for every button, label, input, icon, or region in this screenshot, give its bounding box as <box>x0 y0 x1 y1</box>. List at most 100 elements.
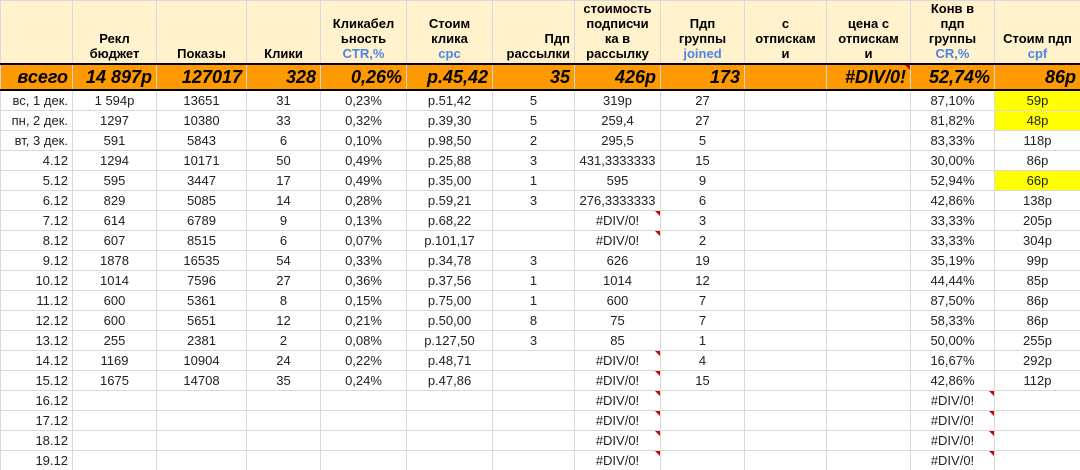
cell-price-with-unsubs[interactable] <box>826 189 911 211</box>
cell-mailing-subs[interactable] <box>492 389 575 411</box>
cell-date[interactable]: 4.12 <box>0 149 73 171</box>
cell-mailing-subs[interactable] <box>492 349 575 371</box>
cell-cpc[interactable]: р.47,86 <box>406 369 493 391</box>
cell-group-subs[interactable]: 12 <box>660 269 745 291</box>
cell-group-conversion[interactable]: #DIV/0! <box>910 389 995 411</box>
cell-group-conversion[interactable]: 42,86% <box>910 369 995 391</box>
cell-mailing-sub-cost[interactable]: 85 <box>574 329 661 351</box>
cell-mailing-subs[interactable] <box>492 449 575 470</box>
cell-date[interactable]: 13.12 <box>0 329 73 351</box>
cell-clicks[interactable] <box>246 449 321 470</box>
cell-clicks[interactable]: 27 <box>246 269 321 291</box>
cell-group-conversion[interactable]: #DIV/0! <box>910 429 995 451</box>
cell-ctr[interactable]: 0,36% <box>320 269 407 291</box>
cell-mailing-sub-cost[interactable]: #DIV/0! <box>574 209 661 231</box>
cell-group-subs[interactable] <box>660 389 745 411</box>
total-mailing-subs[interactable]: 35 <box>492 63 575 91</box>
cell-price-with-unsubs[interactable] <box>826 229 911 251</box>
cell-budget[interactable]: 600 <box>72 309 157 331</box>
cell-mailing-subs[interactable]: 3 <box>492 149 575 171</box>
cell-with-unsubs[interactable] <box>744 129 827 151</box>
cell-mailing-sub-cost[interactable]: 626 <box>574 249 661 271</box>
cell-group-conversion[interactable]: 33,33% <box>910 229 995 251</box>
cell-group-subs[interactable]: 2 <box>660 229 745 251</box>
cell-group-subs[interactable]: 9 <box>660 169 745 191</box>
cell-budget[interactable]: 255 <box>72 329 157 351</box>
cell-date[interactable]: 11.12 <box>0 289 73 311</box>
cell-cpc[interactable]: р.98,50 <box>406 129 493 151</box>
cell-impressions[interactable]: 5361 <box>156 289 247 311</box>
cell-price-with-unsubs[interactable] <box>826 449 911 470</box>
cell-cpc[interactable]: р.25,88 <box>406 149 493 171</box>
cell-impressions[interactable]: 3447 <box>156 169 247 191</box>
cell-with-unsubs[interactable] <box>744 449 827 470</box>
cell-group-conversion[interactable]: 44,44% <box>910 269 995 291</box>
total-clicks[interactable]: 328 <box>246 63 321 91</box>
cell-ctr[interactable]: 0,21% <box>320 309 407 331</box>
cell-clicks[interactable]: 8 <box>246 289 321 311</box>
cell-cpc[interactable]: р.101,17 <box>406 229 493 251</box>
cell-with-unsubs[interactable] <box>744 289 827 311</box>
cell-price-with-unsubs[interactable] <box>826 109 911 131</box>
cell-date[interactable]: 19.12 <box>0 449 73 470</box>
header-impressions[interactable]: Показы <box>156 0 247 65</box>
cell-group-subs[interactable]: 7 <box>660 309 745 331</box>
cell-group-subs[interactable]: 1 <box>660 329 745 351</box>
cell-mailing-subs[interactable] <box>492 429 575 451</box>
cell-date[interactable]: 9.12 <box>0 249 73 271</box>
cell-with-unsubs[interactable] <box>744 169 827 191</box>
cell-date[interactable]: 12.12 <box>0 309 73 331</box>
cell-date[interactable]: 8.12 <box>0 229 73 251</box>
cell-clicks[interactable]: 35 <box>246 369 321 391</box>
cell-group-subs[interactable]: 4 <box>660 349 745 371</box>
cell-cost-per-follower[interactable]: 66р <box>994 169 1080 191</box>
cell-price-with-unsubs[interactable] <box>826 329 911 351</box>
header-ctr[interactable]: Кликабел ьность CTR,% <box>320 0 407 65</box>
cell-cpc[interactable] <box>406 449 493 470</box>
cell-cost-per-follower[interactable]: 48р <box>994 109 1080 131</box>
cell-cost-per-follower[interactable]: 205р <box>994 209 1080 231</box>
cell-price-with-unsubs[interactable] <box>826 169 911 191</box>
cell-mailing-subs[interactable] <box>492 369 575 391</box>
cell-impressions[interactable] <box>156 409 247 431</box>
cell-impressions[interactable]: 13651 <box>156 89 247 111</box>
cell-ctr[interactable]: 0,10% <box>320 129 407 151</box>
cell-budget[interactable]: 595 <box>72 169 157 191</box>
cell-with-unsubs[interactable] <box>744 409 827 431</box>
cell-cost-per-follower[interactable] <box>994 389 1080 411</box>
header-date[interactable] <box>0 0 73 65</box>
cell-impressions[interactable]: 10171 <box>156 149 247 171</box>
cell-cost-per-follower[interactable]: 292р <box>994 349 1080 371</box>
cell-clicks[interactable]: 17 <box>246 169 321 191</box>
cell-date[interactable]: 17.12 <box>0 409 73 431</box>
cell-cpc[interactable]: р.51,42 <box>406 89 493 111</box>
cell-ctr[interactable]: 0,49% <box>320 149 407 171</box>
cell-budget[interactable]: 600 <box>72 289 157 311</box>
cell-impressions[interactable]: 14708 <box>156 369 247 391</box>
cell-ctr[interactable]: 0,08% <box>320 329 407 351</box>
cell-group-subs[interactable]: 6 <box>660 189 745 211</box>
cell-with-unsubs[interactable] <box>744 229 827 251</box>
cell-budget[interactable] <box>72 449 157 470</box>
cell-clicks[interactable] <box>246 429 321 451</box>
cell-cpc[interactable]: р.37,56 <box>406 269 493 291</box>
cell-budget[interactable]: 1169 <box>72 349 157 371</box>
cell-ctr[interactable]: 0,49% <box>320 169 407 191</box>
cell-cpc[interactable]: р.35,00 <box>406 169 493 191</box>
cell-mailing-sub-cost[interactable]: #DIV/0! <box>574 429 661 451</box>
cell-cost-per-follower[interactable]: 86р <box>994 149 1080 171</box>
header-mailing-subs[interactable]: Пдп рассылки <box>492 0 575 65</box>
total-group-subs[interactable]: 173 <box>660 63 745 91</box>
header-budget[interactable]: Рекл бюджет <box>72 0 157 65</box>
cell-mailing-sub-cost[interactable]: 75 <box>574 309 661 331</box>
cell-cost-per-follower[interactable]: 86р <box>994 309 1080 331</box>
cell-group-subs[interactable] <box>660 409 745 431</box>
cell-mailing-sub-cost[interactable]: 259,4 <box>574 109 661 131</box>
total-impressions[interactable]: 127017 <box>156 63 247 91</box>
cell-clicks[interactable]: 33 <box>246 109 321 131</box>
cell-cpc[interactable] <box>406 389 493 411</box>
cell-price-with-unsubs[interactable] <box>826 349 911 371</box>
cell-date[interactable]: 5.12 <box>0 169 73 191</box>
cell-ctr[interactable]: 0,24% <box>320 369 407 391</box>
cell-mailing-sub-cost[interactable]: 276,3333333 <box>574 189 661 211</box>
